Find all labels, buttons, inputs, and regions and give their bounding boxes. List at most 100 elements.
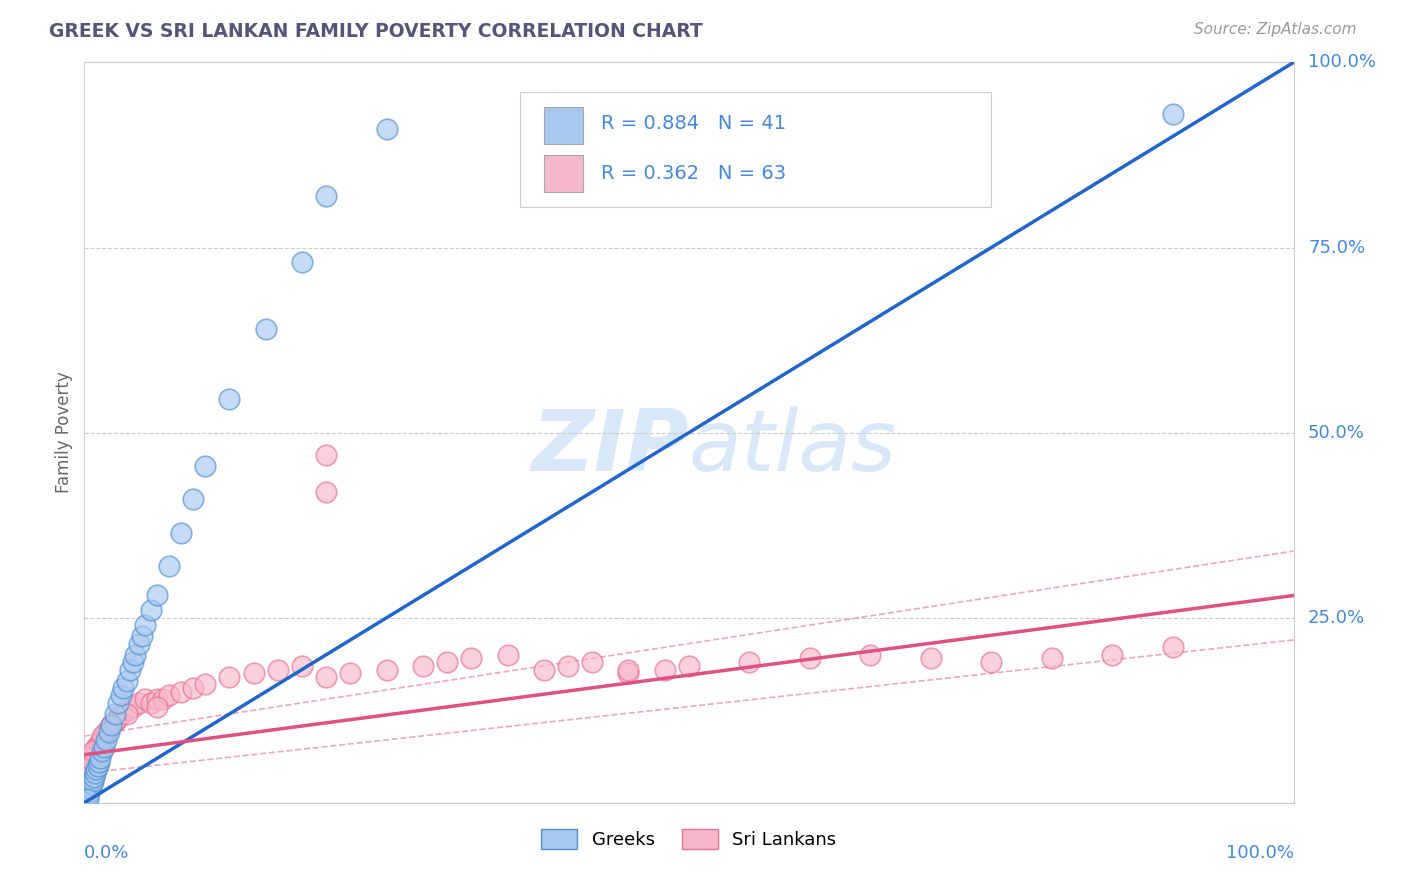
Point xyxy=(799,651,821,665)
Point xyxy=(77,792,100,806)
Text: 0.0%: 0.0% xyxy=(84,844,129,862)
Point xyxy=(80,755,103,769)
Point xyxy=(375,663,398,677)
Point xyxy=(254,322,277,336)
Point xyxy=(76,773,98,788)
Point xyxy=(375,122,398,136)
Point xyxy=(107,711,129,725)
Point xyxy=(110,689,132,703)
Point xyxy=(82,773,104,788)
Point xyxy=(94,732,117,747)
Point xyxy=(152,692,174,706)
Point xyxy=(170,685,193,699)
Point xyxy=(1161,640,1184,655)
Point xyxy=(83,747,105,762)
Point xyxy=(315,670,337,684)
Point xyxy=(218,392,240,407)
Bar xyxy=(544,155,582,192)
Point xyxy=(194,458,217,473)
Point xyxy=(146,692,169,706)
Point xyxy=(87,755,110,769)
Point xyxy=(104,714,127,729)
Point xyxy=(157,689,180,703)
Point xyxy=(79,780,101,795)
Bar xyxy=(544,107,582,144)
Point xyxy=(80,777,103,791)
Point xyxy=(104,706,127,721)
Point xyxy=(194,677,217,691)
Point xyxy=(97,722,120,736)
Point xyxy=(146,589,169,603)
Text: 25.0%: 25.0% xyxy=(1308,608,1365,627)
Point xyxy=(82,744,104,758)
Point xyxy=(77,751,100,765)
Point xyxy=(128,637,150,651)
Point xyxy=(107,696,129,710)
Point xyxy=(79,758,101,772)
Point xyxy=(859,648,882,662)
Point xyxy=(100,718,122,732)
Text: 50.0%: 50.0% xyxy=(1308,424,1365,442)
Point xyxy=(82,751,104,765)
Point xyxy=(89,751,111,765)
Text: 100.0%: 100.0% xyxy=(1226,844,1294,862)
Point xyxy=(412,658,434,673)
Point xyxy=(134,618,156,632)
Point xyxy=(124,648,146,662)
Point xyxy=(131,629,153,643)
Point xyxy=(218,670,240,684)
Point xyxy=(86,740,108,755)
Point xyxy=(115,703,138,717)
Point xyxy=(87,737,110,751)
Point xyxy=(920,651,942,665)
Point xyxy=(242,666,264,681)
Point xyxy=(654,663,676,677)
Point xyxy=(90,732,112,747)
Point xyxy=(460,651,482,665)
Point xyxy=(139,603,162,617)
FancyBboxPatch shape xyxy=(520,92,991,207)
Text: R = 0.362   N = 63: R = 0.362 N = 63 xyxy=(600,164,786,183)
Y-axis label: Family Poverty: Family Poverty xyxy=(55,372,73,493)
Point xyxy=(496,648,519,662)
Point xyxy=(110,706,132,721)
Point xyxy=(128,696,150,710)
Point xyxy=(83,770,105,784)
Point xyxy=(146,699,169,714)
Point xyxy=(980,655,1002,669)
Point xyxy=(97,725,120,739)
Text: R = 0.884   N = 41: R = 0.884 N = 41 xyxy=(600,114,786,134)
Point xyxy=(100,718,122,732)
Point xyxy=(84,766,107,780)
Point xyxy=(77,785,100,799)
Point xyxy=(93,740,115,755)
Point xyxy=(267,663,290,677)
Point xyxy=(76,792,98,806)
Point xyxy=(77,789,100,803)
Point xyxy=(436,655,458,669)
Point xyxy=(678,658,700,673)
Point xyxy=(1101,648,1123,662)
Legend: Greeks, Sri Lankans: Greeks, Sri Lankans xyxy=(534,822,844,856)
Point xyxy=(139,696,162,710)
Point xyxy=(93,729,115,743)
Text: ZIP: ZIP xyxy=(531,406,689,489)
Point xyxy=(617,666,640,681)
Point xyxy=(77,766,100,780)
Point xyxy=(291,658,314,673)
Point xyxy=(315,188,337,202)
Point xyxy=(115,673,138,688)
Point xyxy=(86,758,108,772)
Text: Source: ZipAtlas.com: Source: ZipAtlas.com xyxy=(1194,22,1357,37)
Point xyxy=(121,655,143,669)
Text: GREEK VS SRI LANKAN FAMILY POVERTY CORRELATION CHART: GREEK VS SRI LANKAN FAMILY POVERTY CORRE… xyxy=(49,22,703,41)
Point xyxy=(738,655,761,669)
Point xyxy=(315,448,337,462)
Point xyxy=(134,692,156,706)
Point xyxy=(91,729,114,743)
Point xyxy=(84,744,107,758)
Point xyxy=(157,558,180,573)
Text: 100.0%: 100.0% xyxy=(1308,54,1376,71)
Point xyxy=(339,666,361,681)
Point xyxy=(315,484,337,499)
